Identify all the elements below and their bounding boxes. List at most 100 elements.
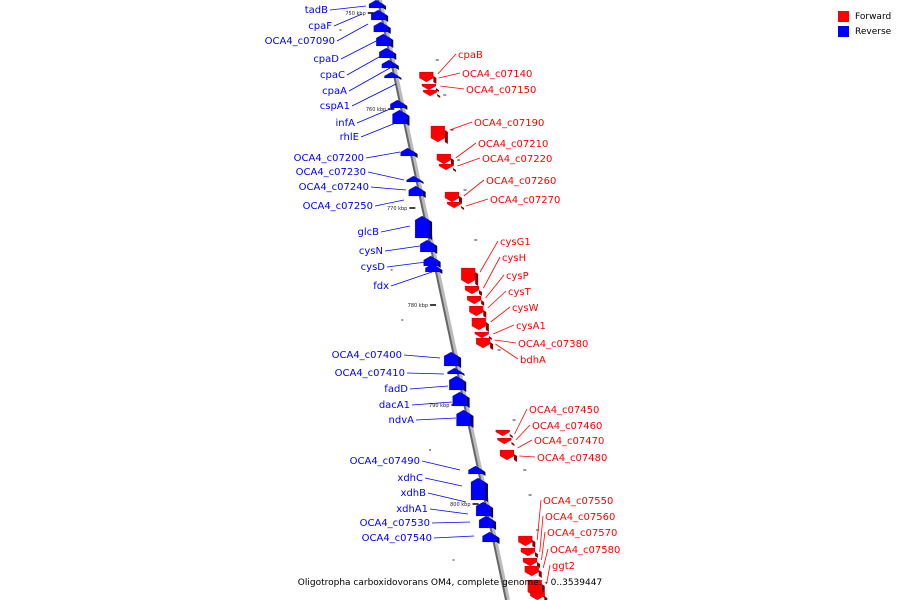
forward-gene-block bbox=[524, 565, 539, 577]
reverse-leader-line bbox=[356, 103, 403, 124]
gene-block-shade bbox=[434, 244, 438, 254]
forward-leader-line bbox=[487, 290, 507, 309]
forward-gene-label: OCA4_c07260 bbox=[486, 176, 556, 187]
reverse-gene-label: OCA4_c07400 bbox=[332, 350, 402, 361]
gene-block-shade bbox=[439, 268, 443, 274]
forward-leader-line bbox=[494, 339, 517, 344]
forward-gene-block bbox=[497, 437, 512, 445]
reverse-leader-line bbox=[360, 117, 409, 138]
tick-label: 800 kbp bbox=[450, 502, 470, 508]
forward-gene-block bbox=[530, 591, 545, 600]
reverse-gene-label: tadB bbox=[305, 5, 328, 16]
reverse-gene-label: xdhC bbox=[397, 473, 423, 484]
forward-leader-line bbox=[519, 455, 536, 458]
forward-gene-label: OCA4_c07550 bbox=[543, 496, 613, 507]
gene-block-shade bbox=[479, 290, 483, 296]
tick-label: 790 kbp bbox=[429, 403, 449, 409]
gene-block-shade bbox=[490, 342, 494, 350]
forward-swatch bbox=[838, 11, 849, 22]
forward-leader-line bbox=[457, 157, 481, 167]
gene-block-shade bbox=[496, 536, 500, 544]
forward-leader-line bbox=[493, 324, 515, 335]
forward-gene-block bbox=[466, 295, 482, 305]
legend-reverse: Reverse bbox=[838, 24, 891, 39]
reverse-leader-line bbox=[421, 460, 461, 471]
forward-gene-block bbox=[474, 331, 490, 339]
reverse-leader-line bbox=[427, 492, 467, 503]
gene-block-shade bbox=[514, 454, 517, 462]
forward-gene-label: OCA4_c07140 bbox=[462, 69, 532, 80]
gene-block-shade bbox=[466, 396, 470, 408]
forward-gene-block bbox=[499, 449, 515, 461]
gene-block-shade bbox=[395, 64, 399, 70]
reverse-leader-line bbox=[406, 372, 445, 375]
gene-block-shade bbox=[385, 14, 389, 22]
reverse-gene-label: xdhA1 bbox=[396, 504, 428, 515]
forward-leader-line bbox=[485, 274, 505, 299]
reverse-gene-label: rhlE bbox=[340, 132, 359, 143]
tick-label: 760 kbp bbox=[366, 107, 386, 113]
forward-leader-line bbox=[539, 515, 544, 553]
forward-gene-label: cysP bbox=[506, 271, 529, 282]
forward-gene-block bbox=[464, 285, 480, 295]
gene-block-shade bbox=[435, 88, 439, 92]
reverse-leader-line bbox=[329, 5, 367, 11]
forward-gene-label: cysG1 bbox=[500, 237, 531, 248]
forward-gene-label: ggt2 bbox=[552, 561, 575, 572]
gene-block-shade bbox=[404, 104, 408, 110]
gene-block-shade bbox=[544, 596, 548, 600]
gene-block-shade bbox=[433, 76, 437, 84]
gene-blocks bbox=[368, 0, 548, 600]
forward-gene-label: bdhA bbox=[520, 355, 546, 366]
gene-block-shade bbox=[488, 336, 492, 340]
reverse-gene-label: OCA4_c07250 bbox=[303, 201, 373, 212]
reverse-gene-label: OCA4_c07090 bbox=[265, 36, 335, 47]
forward-leader-line bbox=[490, 306, 511, 323]
forward-gene-block bbox=[518, 535, 533, 547]
reverse-leader-line bbox=[390, 271, 433, 287]
reverse-leader-line bbox=[380, 225, 411, 233]
map-caption: Oligotropha carboxidovorans OM4, complet… bbox=[297, 578, 603, 588]
gene-block-shade bbox=[483, 310, 487, 318]
gene-block-shade bbox=[475, 272, 479, 286]
reverse-leader-line bbox=[367, 171, 405, 181]
forward-leader-line bbox=[541, 531, 546, 561]
legend-forward-label: Forward bbox=[855, 11, 892, 22]
forward-leader-line bbox=[455, 142, 477, 159]
forward-leader-line bbox=[514, 408, 528, 435]
reverse-leader-line bbox=[433, 535, 475, 539]
forward-leader-line bbox=[479, 240, 499, 273]
forward-gene-label: OCA4_c07570 bbox=[547, 528, 617, 539]
forward-leader-line bbox=[517, 439, 533, 449]
reverse-gene-label: OCA4_c07540 bbox=[362, 533, 432, 544]
reverse-gene-label: OCA4_c07200 bbox=[294, 153, 364, 164]
forward-gene-label: cpaB bbox=[458, 50, 483, 61]
reverse-leader-line bbox=[351, 83, 397, 107]
gene-block-shade bbox=[461, 206, 465, 210]
reverse-gene-block bbox=[414, 215, 430, 239]
forward-leader-line bbox=[438, 72, 461, 79]
reverse-leader-line bbox=[340, 37, 383, 60]
gene-block-shade bbox=[383, 4, 386, 10]
reverse-gene-label: cysD bbox=[361, 262, 386, 273]
forward-gene-block bbox=[460, 267, 476, 285]
forward-gene-block bbox=[520, 547, 536, 557]
forward-gene-label: cysW bbox=[512, 303, 539, 314]
legend: Forward Reverse bbox=[838, 9, 891, 39]
forward-gene-label: OCA4_c07580 bbox=[550, 545, 620, 556]
reverse-leader-line bbox=[431, 521, 471, 524]
forward-gene-label: cysA1 bbox=[516, 321, 546, 332]
forward-gene-label: OCA4_c07450 bbox=[529, 405, 599, 416]
gene-block-shade bbox=[538, 570, 542, 578]
gene-block-shade bbox=[452, 168, 456, 172]
forward-leader-line bbox=[483, 256, 501, 289]
reverse-leader-line bbox=[384, 245, 421, 252]
reverse-gene-label: cpaF bbox=[308, 21, 332, 32]
reverse-leader-line bbox=[429, 508, 469, 515]
reverse-gene-label: ndvA bbox=[389, 415, 415, 426]
reverse-leader-line bbox=[403, 354, 441, 359]
forward-gene-block bbox=[436, 153, 452, 165]
reverse-gene-label: infA bbox=[336, 118, 356, 129]
reverse-gene-label: cpaD bbox=[313, 54, 339, 65]
